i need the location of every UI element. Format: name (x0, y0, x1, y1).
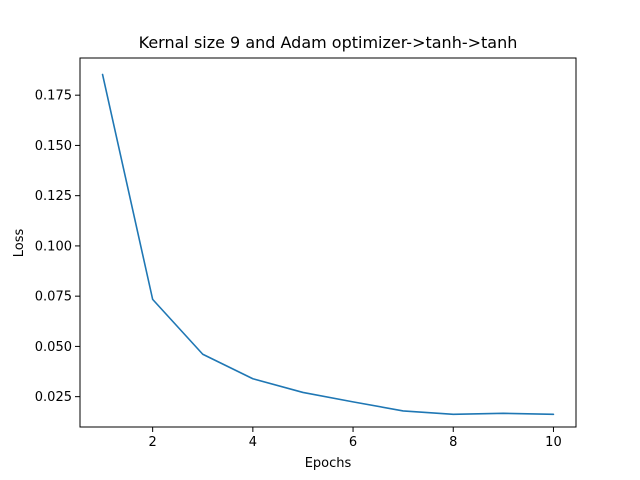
x-tick-label: 10 (545, 435, 562, 450)
y-tick-label: 0.100 (35, 239, 72, 254)
y-tick-label: 0.150 (35, 139, 72, 154)
plot-frame (79, 57, 577, 428)
x-tick-label: 6 (349, 435, 357, 450)
y-axis-label: Loss (12, 229, 27, 258)
y-tick-label: 0.050 (35, 340, 72, 355)
x-axis-label: Epochs (305, 456, 352, 471)
x-tick-label: 8 (449, 435, 457, 450)
y-axis: 0.025 0.050 0.075 0.100 0.125 0.150 0.175 (35, 89, 80, 405)
y-tick-label: 0.025 (35, 390, 72, 405)
x-tick-label: 2 (149, 435, 157, 450)
y-tick-label: 0.125 (35, 189, 72, 204)
y-tick-label: 0.075 (35, 290, 72, 305)
plot-area (101, 73, 555, 416)
chart-title: Kernal size 9 and Adam optimizer->tanh->… (139, 33, 518, 52)
y-tick-label: 0.175 (35, 89, 72, 104)
x-tick-label: 4 (249, 435, 257, 450)
x-axis: 2 4 6 8 10 (149, 427, 562, 450)
loss-series-line (101, 73, 555, 416)
